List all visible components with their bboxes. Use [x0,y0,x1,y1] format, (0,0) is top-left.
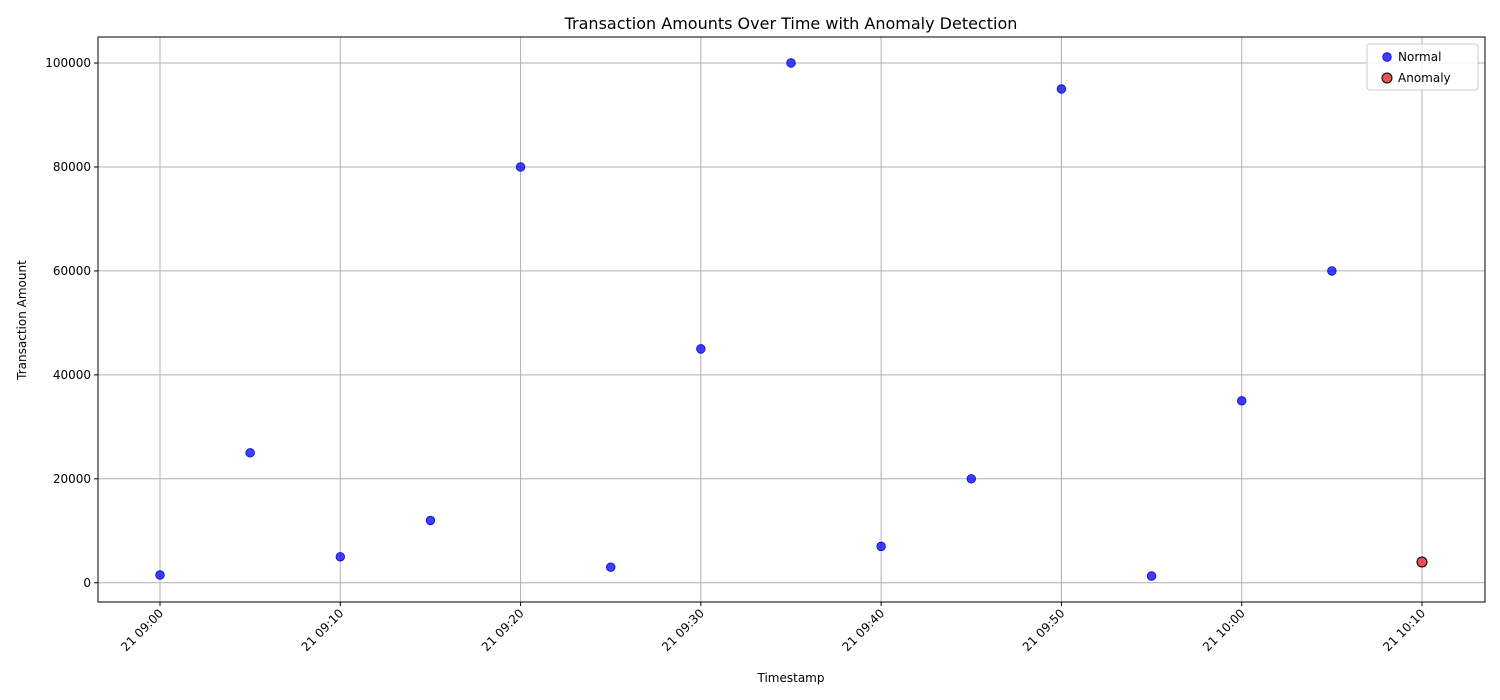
normal-point [1146,571,1157,581]
y-tick-label: 40000 [53,368,91,382]
x-axis-label: Timestamp [757,671,825,685]
chart-title: Transaction Amounts Over Time with Anoma… [564,14,1018,33]
legend-marker [1382,52,1392,62]
plot-frame [97,36,1486,603]
normal-point [245,448,255,458]
normal-point [606,562,616,572]
normal-point [786,58,796,68]
legend-marker [1381,72,1393,84]
x-axis-ticks: 21 09:00 21 09:10 21 09:20 21 09:30 21 09:40… [118,602,1428,654]
x-tick-label: 21 09:10 [299,606,347,654]
x-tick-label: 21 09:30 [659,606,707,654]
x-tick-label: 21 10:10 [1380,606,1428,654]
y-axis-ticks: 0 20000 40000 60000 80000 100000 [45,56,98,590]
normal-point [696,344,706,354]
legend-label: Anomaly [1398,71,1451,85]
legend-label: Normal [1398,50,1441,64]
x-tick-label: 21 09:20 [479,606,527,654]
x-tick-label: 21 09:00 [118,606,166,654]
grid [98,37,1485,602]
legend: Normal Anomaly [1366,43,1479,91]
x-tick-label: 21 09:50 [1020,606,1068,654]
normal-point [515,162,526,172]
anomaly-point [1416,556,1428,568]
y-axis-label: Transaction Amount [15,260,29,381]
normal-point [155,570,165,580]
y-tick-label: 100000 [45,56,91,70]
normal-point [1056,84,1067,94]
y-tick-label: 80000 [53,160,91,174]
normal-point [1237,396,1247,406]
normal-point [966,474,976,484]
normal-point [876,541,886,552]
normal-point [425,515,436,526]
y-tick-label: 20000 [53,472,91,486]
normal-point [1327,266,1337,276]
normal-point [335,552,345,562]
y-tick-label: 60000 [53,264,91,278]
x-tick-label: 21 09:40 [839,606,887,654]
y-tick-label: 0 [83,576,91,590]
data-points [155,58,1428,581]
legend-box [1366,43,1479,91]
x-tick-label: 21 10:00 [1200,606,1248,654]
